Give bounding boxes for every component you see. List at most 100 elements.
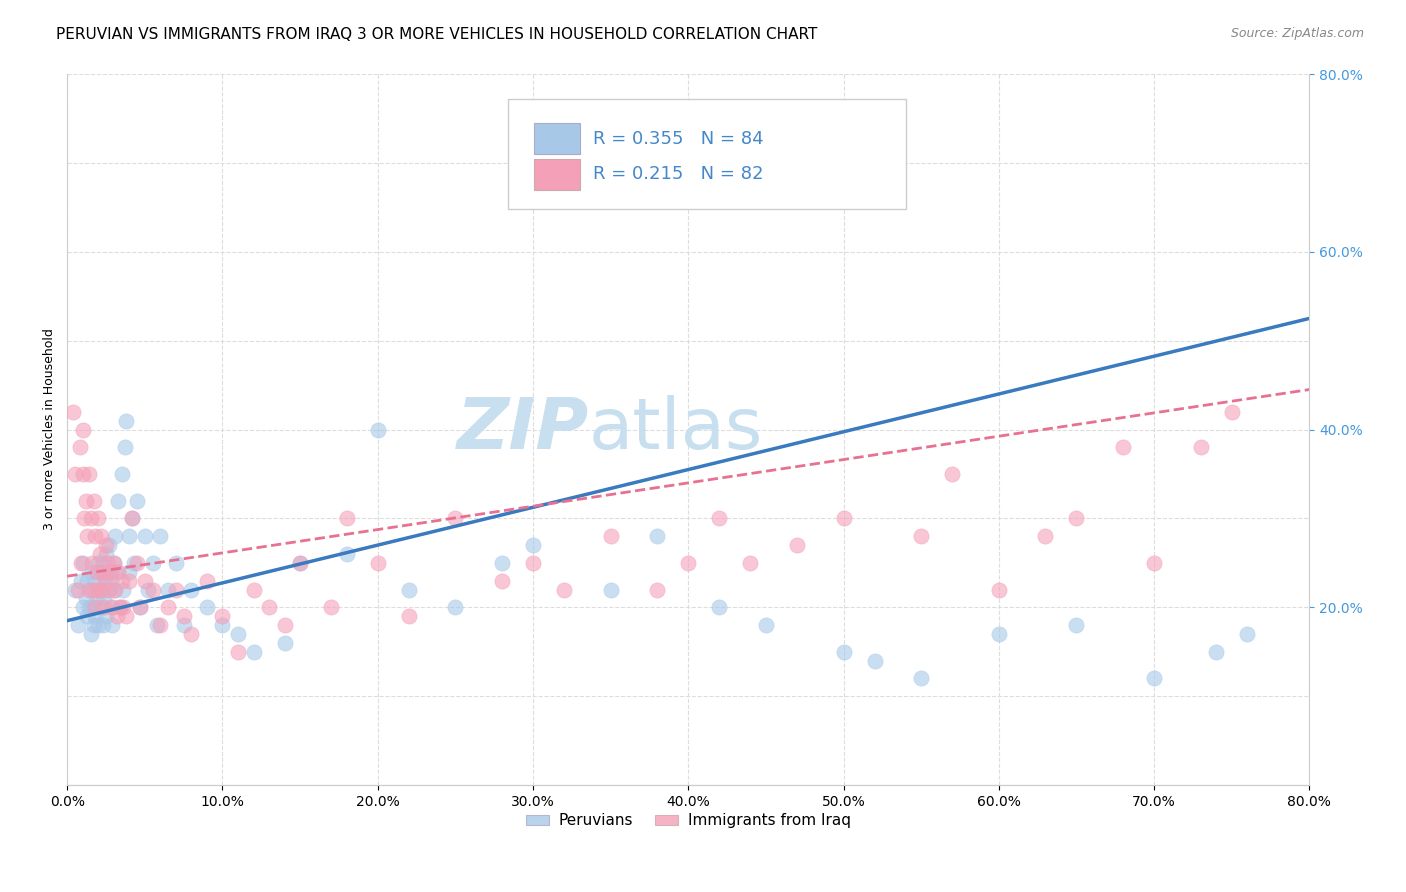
Point (100, 600, 122, 615)
Point (242, 582, 264, 597)
Point (90, 582, 112, 597)
Point (91, 556, 114, 570)
Point (101, 600, 124, 615)
Point (108, 600, 131, 615)
Point (94, 547, 117, 561)
Point (83, 493, 105, 508)
Point (195, 600, 218, 615)
Point (444, 600, 467, 615)
Point (165, 582, 187, 597)
Point (75, 493, 97, 508)
Point (91, 565, 114, 579)
Point (89, 565, 111, 579)
Point (645, 529, 668, 543)
Point (63, 467, 86, 481)
Text: atlas: atlas (589, 395, 763, 464)
Point (90, 529, 112, 543)
Point (80, 600, 103, 615)
Point (103, 556, 125, 570)
Point (129, 600, 152, 615)
Point (910, 672, 932, 686)
Point (108, 600, 131, 615)
Point (832, 511, 855, 525)
Point (83, 582, 105, 597)
Point (83, 618, 105, 632)
Point (105, 609, 128, 624)
Point (115, 414, 138, 428)
Point (142, 582, 165, 597)
Point (157, 600, 180, 615)
Point (242, 645, 264, 659)
Point (336, 511, 359, 525)
Point (1066, 618, 1088, 632)
Point (211, 609, 233, 624)
Point (1112, 440, 1135, 454)
Point (910, 529, 932, 543)
Text: R = 0.355   N = 84: R = 0.355 N = 84 (592, 129, 763, 148)
Point (553, 582, 575, 597)
Point (110, 574, 132, 588)
Point (257, 600, 280, 615)
Point (709, 600, 731, 615)
Point (118, 574, 141, 588)
Point (103, 582, 125, 597)
Point (142, 556, 165, 570)
Point (1236, 627, 1258, 641)
Point (87, 556, 110, 570)
Point (67, 582, 90, 597)
Point (491, 556, 513, 570)
Point (72, 467, 94, 481)
Point (367, 423, 389, 437)
Point (72, 600, 94, 615)
Point (100, 574, 122, 588)
Point (101, 618, 124, 632)
Point (97, 582, 120, 597)
Point (195, 574, 218, 588)
Point (149, 618, 172, 632)
Point (114, 440, 136, 454)
Point (76, 609, 98, 624)
Point (1143, 556, 1166, 570)
Point (103, 556, 125, 570)
Point (86, 565, 108, 579)
Point (118, 529, 141, 543)
Point (97, 556, 120, 570)
Text: Source: ZipAtlas.com: Source: ZipAtlas.com (1230, 27, 1364, 40)
Point (173, 609, 195, 624)
Point (77, 600, 100, 615)
Point (129, 600, 152, 615)
Point (80, 556, 103, 570)
Point (98, 538, 121, 552)
Point (941, 467, 963, 481)
Point (211, 618, 233, 632)
Point (444, 511, 467, 525)
Point (115, 609, 138, 624)
Point (70, 574, 93, 588)
Point (491, 574, 513, 588)
Point (121, 511, 143, 525)
Point (90, 600, 112, 615)
Point (89, 547, 111, 561)
Point (786, 538, 808, 552)
Point (118, 565, 141, 579)
Point (1205, 645, 1227, 659)
Point (146, 618, 169, 632)
Point (149, 529, 172, 543)
Point (75, 591, 97, 606)
FancyBboxPatch shape (534, 123, 581, 154)
Point (63, 582, 86, 597)
Point (1066, 511, 1088, 525)
Point (336, 547, 359, 561)
Point (367, 556, 389, 570)
Point (165, 556, 187, 570)
Point (180, 582, 202, 597)
Point (79, 627, 101, 641)
Point (1033, 529, 1056, 543)
Point (67, 618, 90, 632)
Point (107, 565, 129, 579)
Point (1143, 672, 1166, 686)
Point (69, 440, 91, 454)
Point (107, 493, 129, 508)
Point (599, 529, 621, 543)
Text: PERUVIAN VS IMMIGRANTS FROM IRAQ 3 OR MORE VEHICLES IN HOUSEHOLD CORRELATION CHA: PERUVIAN VS IMMIGRANTS FROM IRAQ 3 OR MO… (56, 27, 818, 42)
